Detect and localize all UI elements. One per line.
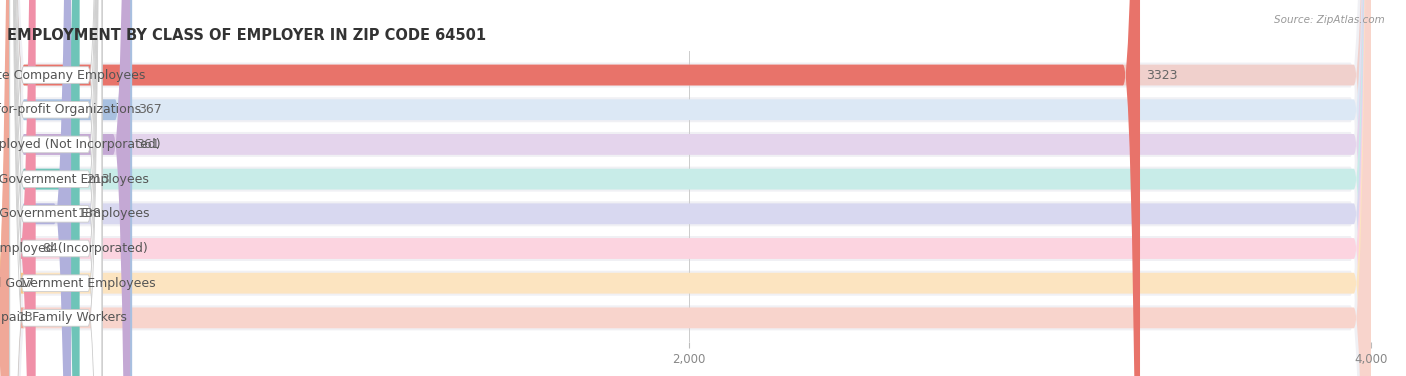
FancyBboxPatch shape xyxy=(7,0,1371,376)
FancyBboxPatch shape xyxy=(7,0,1140,376)
Text: Self-Employed (Not Incorporated): Self-Employed (Not Incorporated) xyxy=(0,138,160,151)
FancyBboxPatch shape xyxy=(10,0,101,376)
Text: 13: 13 xyxy=(18,311,34,324)
FancyBboxPatch shape xyxy=(7,0,131,376)
Text: 17: 17 xyxy=(18,277,35,290)
Text: State Government Employees: State Government Employees xyxy=(0,207,149,220)
Text: 361: 361 xyxy=(136,138,160,151)
Text: Self-Employed (Incorporated): Self-Employed (Incorporated) xyxy=(0,242,148,255)
FancyBboxPatch shape xyxy=(7,0,35,376)
Text: Source: ZipAtlas.com: Source: ZipAtlas.com xyxy=(1274,15,1385,25)
FancyBboxPatch shape xyxy=(10,0,101,376)
FancyBboxPatch shape xyxy=(10,0,101,376)
Text: Unpaid Family Workers: Unpaid Family Workers xyxy=(0,311,127,324)
FancyBboxPatch shape xyxy=(7,0,1371,376)
Text: 188: 188 xyxy=(77,207,101,220)
FancyBboxPatch shape xyxy=(10,0,101,376)
FancyBboxPatch shape xyxy=(7,0,132,376)
Text: EMPLOYMENT BY CLASS OF EMPLOYER IN ZIP CODE 64501: EMPLOYMENT BY CLASS OF EMPLOYER IN ZIP C… xyxy=(7,28,486,42)
FancyBboxPatch shape xyxy=(7,0,1371,376)
FancyBboxPatch shape xyxy=(7,0,72,376)
FancyBboxPatch shape xyxy=(7,0,1371,376)
FancyBboxPatch shape xyxy=(7,0,80,376)
FancyBboxPatch shape xyxy=(7,0,1371,376)
Text: 84: 84 xyxy=(42,242,58,255)
FancyBboxPatch shape xyxy=(10,0,101,376)
Text: 3323: 3323 xyxy=(1146,68,1178,82)
FancyBboxPatch shape xyxy=(7,0,1371,376)
Text: 213: 213 xyxy=(86,173,110,186)
Text: Private Company Employees: Private Company Employees xyxy=(0,68,145,82)
FancyBboxPatch shape xyxy=(7,0,1371,376)
FancyBboxPatch shape xyxy=(10,0,101,376)
FancyBboxPatch shape xyxy=(7,0,1371,376)
FancyBboxPatch shape xyxy=(7,0,1371,376)
FancyBboxPatch shape xyxy=(7,0,1371,376)
FancyBboxPatch shape xyxy=(10,0,101,376)
FancyBboxPatch shape xyxy=(10,0,101,376)
FancyBboxPatch shape xyxy=(7,0,1371,376)
FancyBboxPatch shape xyxy=(7,0,1371,376)
Text: Federal Government Employees: Federal Government Employees xyxy=(0,277,156,290)
FancyBboxPatch shape xyxy=(7,0,1371,376)
FancyBboxPatch shape xyxy=(7,0,1371,376)
FancyBboxPatch shape xyxy=(7,0,1371,376)
FancyBboxPatch shape xyxy=(7,0,1371,376)
FancyBboxPatch shape xyxy=(0,0,24,376)
Text: 367: 367 xyxy=(138,103,162,116)
Text: Not-for-profit Organizations: Not-for-profit Organizations xyxy=(0,103,142,116)
Text: Local Government Employees: Local Government Employees xyxy=(0,173,149,186)
FancyBboxPatch shape xyxy=(0,0,24,376)
